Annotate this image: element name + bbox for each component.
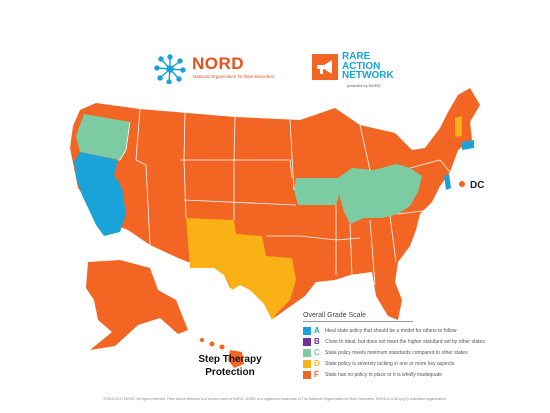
map-title-line-1: Step Therapy (198, 354, 262, 365)
nord-logo: NORD National Organization for Rare Diso… (152, 54, 312, 88)
legend-swatch (303, 348, 311, 357)
state-alaska (86, 260, 188, 350)
ran-powered-by: powered by NORD (347, 83, 381, 88)
state-california-nevada (74, 152, 126, 236)
legend-swatch (303, 337, 311, 346)
ran-wordmark: RARE ACTION NETWORK (342, 52, 394, 81)
legend-description: Close to ideal, but does not meet the hi… (325, 338, 485, 345)
ran-line-2: ACTION (342, 60, 381, 72)
legend-description: State policy meets minimum standards com… (325, 349, 468, 356)
legend-item: F State has no policy in place or it is … (303, 369, 538, 380)
state-midwest-c-group (338, 164, 422, 224)
legend-item: C State policy meets minimum standards c… (303, 347, 538, 358)
nord-tagline: National Organization for Rare Disorders (193, 74, 275, 79)
legend-description: State has no policy in place or it is wh… (325, 371, 443, 378)
nord-burst-icon (154, 54, 186, 84)
state-iowa (294, 178, 342, 205)
grade-legend: Overall Grade Scale A Ideal state policy… (303, 312, 538, 380)
ran-line-1: RARE (342, 51, 371, 62)
state-hawaii (200, 338, 244, 368)
legend-grade: B (314, 337, 320, 346)
state-connecticut (462, 140, 474, 150)
state-vermont (455, 116, 462, 137)
dc-label: DC (470, 180, 485, 191)
copyright-footer: ©2015-2017 NORD. All rights reserved. Ra… (103, 397, 447, 401)
legend-grade: F (314, 370, 319, 379)
legend-swatch (303, 359, 311, 368)
state-delaware (444, 174, 451, 190)
ran-line-3: NETWORK (342, 70, 394, 81)
dc-marker (459, 181, 465, 187)
nord-wordmark: NORD (192, 54, 245, 73)
state-oregon (76, 114, 130, 160)
legend-title: Overall Grade Scale (303, 312, 413, 322)
state-borders (118, 108, 451, 286)
legend-item: A Ideal state policy that should be a mo… (303, 325, 538, 336)
legend-grade: A (314, 326, 320, 335)
megaphone-icon (312, 54, 338, 80)
legend-swatch (303, 326, 311, 335)
map-title: Step Therapy Protection (165, 353, 295, 379)
legend-description: Ideal state policy that should be a mode… (325, 327, 457, 334)
legend-item: B Close to ideal, but does not meet the … (303, 336, 538, 347)
map-title-line-2: Protection (205, 367, 255, 378)
legend-swatch (303, 370, 311, 379)
legend-description: State policy is severely lacking in one … (325, 360, 455, 367)
state-new-mexico-texas (186, 218, 296, 320)
legend-item: D State policy is severely lacking in on… (303, 358, 538, 369)
legend-grade: C (314, 348, 320, 357)
rare-action-network-logo: RARE ACTION NETWORK powered by NORD (312, 52, 422, 94)
legend-grade: D (314, 359, 320, 368)
